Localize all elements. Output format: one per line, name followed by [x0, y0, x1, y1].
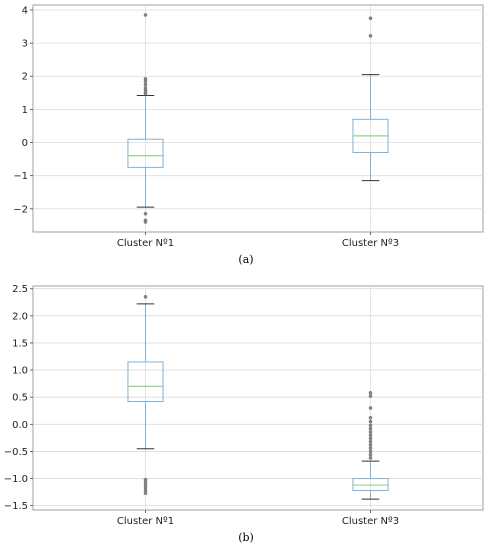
- outlier-point: [368, 426, 373, 431]
- iqr-box: [127, 138, 164, 168]
- outlier-point: [368, 394, 373, 398]
- outlier-point: [143, 211, 148, 216]
- outlier-point: [368, 406, 373, 410]
- y-axis-ticks: −2 −1 0 1 2 3 4: [13, 5, 33, 215]
- y-tick-label: −1.0: [4, 474, 28, 485]
- y-tick-label: −1.5: [4, 501, 28, 512]
- y-tick-label: 0: [22, 138, 28, 149]
- iqr-box: [127, 361, 164, 403]
- x-tick-label: Cluster Nº3: [342, 238, 399, 249]
- y-tick-label: 0.5: [12, 393, 28, 404]
- box-series: [127, 13, 389, 224]
- caption-a: (a): [238, 253, 254, 266]
- x-tick-label: Cluster Nº1: [117, 238, 174, 249]
- y-tick-label: 1: [22, 105, 28, 116]
- outlier-point: [368, 433, 373, 437]
- box-1: [127, 295, 164, 495]
- y-gridlines: [33, 9, 483, 210]
- y-tick-label: 2.5: [12, 284, 28, 295]
- y-tick-label: 1.5: [12, 338, 28, 349]
- outlier-point: [368, 446, 373, 450]
- box-1: [127, 13, 164, 224]
- outlier-point: [143, 13, 148, 17]
- box-2: [352, 16, 389, 182]
- outlier-point: [143, 220, 148, 224]
- y-axis-ticks: −1.5 −1.0 −0.5 0.0 0.5 1.0 1.5 2.0 2.5: [4, 284, 33, 512]
- outlier-point: [368, 419, 373, 424]
- y-tick-label: 2.0: [12, 311, 28, 322]
- boxplot-chart-b: −1.5 −1.0 −0.5 0.0 0.5 1.0 1.5 2.0 2.5 Cluster N…: [4, 284, 484, 527]
- y-tick-label: 2: [22, 72, 28, 83]
- outlier-point: [368, 436, 373, 441]
- box-2: [352, 391, 389, 500]
- boxplot-chart-a: −2 −1 0 1 2 3 4 Cluster Nº1 Cluster Nº3: [13, 4, 484, 249]
- outlier-point: [368, 391, 373, 395]
- outlier-point: [143, 295, 148, 299]
- outlier-point: [143, 92, 148, 96]
- outlier-point: [143, 491, 148, 495]
- plot-area: [32, 4, 484, 233]
- y-tick-label: 1.0: [12, 366, 28, 377]
- y-gridlines: [33, 288, 483, 507]
- y-tick-label: 0.0: [12, 420, 28, 431]
- outlier-point: [143, 82, 148, 87]
- outlier-point: [368, 452, 373, 457]
- y-tick-label: −0.5: [4, 447, 28, 458]
- outlier-point: [368, 443, 373, 447]
- x-tick-label: Cluster Nº1: [117, 516, 174, 527]
- outlier-point: [368, 16, 373, 21]
- outlier-point: [368, 430, 373, 434]
- outlier-point: [368, 34, 373, 38]
- x-axis-ticks: Cluster Nº1 Cluster Nº3: [117, 232, 399, 249]
- outlier-point: [368, 415, 373, 420]
- caption-b: (b): [238, 531, 254, 544]
- y-tick-label: 4: [22, 5, 28, 16]
- x-tick-label: Cluster Nº3: [342, 516, 399, 527]
- outlier-point: [368, 449, 373, 454]
- y-tick-label: −1: [13, 171, 28, 182]
- box-series: [127, 295, 389, 500]
- outlier-point: [368, 439, 373, 444]
- outlier-point: [368, 456, 373, 460]
- outlier-point: [368, 423, 373, 428]
- outlier-point: [143, 79, 148, 84]
- y-tick-label: 3: [22, 39, 28, 50]
- y-tick-label: −2: [13, 204, 28, 215]
- plot-area: [32, 285, 484, 511]
- x-axis-ticks: Cluster Nº1 Cluster Nº3: [117, 510, 399, 527]
